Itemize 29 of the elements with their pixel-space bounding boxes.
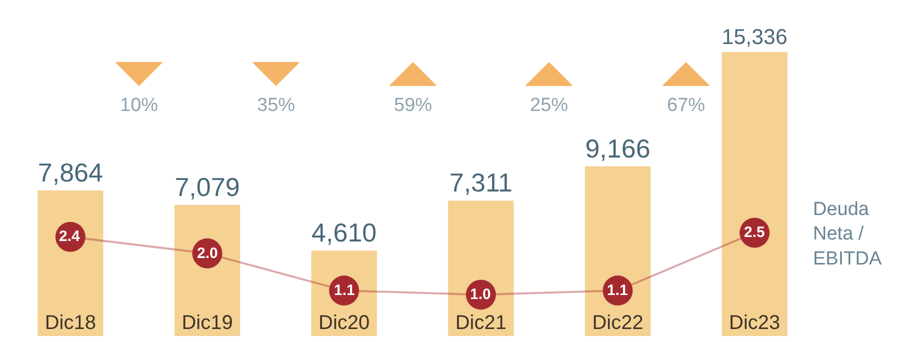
annotation: 67% [667,95,706,116]
x-tick-label: Dic21 [455,312,506,334]
text: Deuda Neta / EBITDA [813,199,882,270]
data-label: 1.1 [607,282,628,299]
data-label: 7,864 [38,157,103,188]
data-label: 7,311 [449,168,512,198]
data-label: 1.0 [470,286,491,303]
x-tick-label: Dic18 [44,312,96,334]
data-label: 7,079 [174,172,240,202]
data-label: 2.5 [744,224,765,241]
bar [38,190,104,336]
x-tick-label: Dic20 [318,312,370,334]
data-label: 1.1 [334,282,355,299]
annotation: 10% [120,95,158,116]
bar [174,204,240,336]
x-tick-label: Dic23 [729,312,780,334]
annotation: 25% [530,95,568,116]
bar [448,200,514,336]
data-label: 9,166 [585,133,650,164]
data-label: 4,610 [312,218,377,248]
x-tick-label: Dic19 [182,312,233,334]
data-label: 15,336 [722,25,788,50]
data-label: 2.4 [59,228,81,245]
annotation: 35% [257,95,296,116]
bar [722,52,788,336]
bar [584,166,651,336]
x-tick-label: Dic22 [592,312,644,334]
data-label: 2.0 [197,245,218,262]
annotation: 59% [394,95,432,116]
